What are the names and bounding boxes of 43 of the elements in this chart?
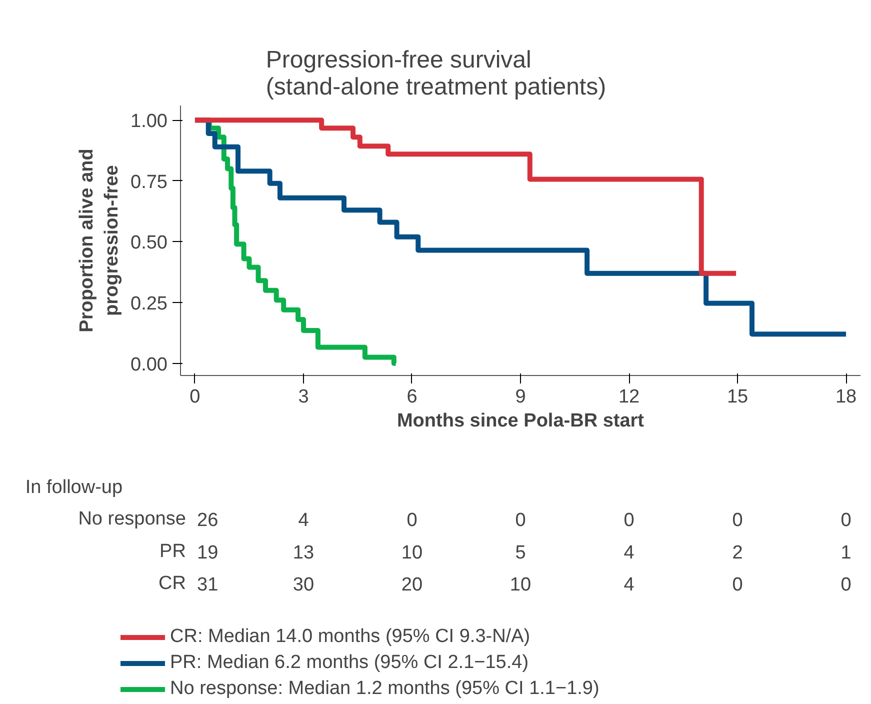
y-axis-title: Proportion alive and progression-free [76, 148, 123, 332]
chart-title: Progression-free survival (stand-alone treatment patients) [266, 46, 606, 100]
text: 20 [401, 574, 423, 596]
text: 0 [515, 510, 526, 532]
x-tick-label: 15 [726, 386, 748, 408]
y-tick-label: 0.50 [130, 232, 168, 254]
text: 1 [840, 542, 852, 564]
x-tick-label: 12 [618, 386, 640, 408]
text: PR [160, 540, 186, 562]
x-tick-label: 6 [406, 386, 418, 408]
text: In follow-up [25, 476, 123, 498]
text: 0 [840, 574, 852, 596]
legend-label: No response: Median 1.2 months (95% CI 1.1−1.9) [170, 678, 600, 700]
text: 5 [515, 542, 526, 564]
text: CR [158, 573, 186, 594]
text: 4 [298, 510, 310, 532]
text: 0 [624, 510, 634, 532]
text: 26 [197, 510, 218, 532]
x-tick-label: 0 [190, 386, 200, 408]
text: No response [78, 508, 186, 530]
text: 0 [406, 510, 418, 532]
text: 0 [732, 574, 743, 596]
text: 4 [624, 542, 635, 564]
text: 0 [840, 510, 852, 532]
text: 0 [732, 510, 743, 532]
x-tick-label: 9 [515, 386, 526, 408]
y-tick-label: 0.25 [130, 294, 168, 315]
legend-label: PR: Median 6.2 months (95% CI 2.1−15.4) [170, 652, 529, 674]
text: 4 [624, 574, 635, 596]
y-tick-label: 0.75 [130, 172, 168, 193]
text: 10 [401, 542, 423, 564]
y-tick-label: 0.00 [130, 354, 168, 376]
legend-label: CR: Median 14.0 months (95% CI 9.3-N/A) [170, 626, 530, 648]
text: 19 [197, 542, 218, 564]
text: 13 [292, 542, 314, 564]
y-tick-label: 1.00 [130, 111, 168, 132]
text: 30 [292, 574, 314, 596]
text: 2 [732, 542, 743, 564]
x-axis-title: Months since Pola-BR start [396, 410, 645, 432]
x-tick-label: 18 [835, 386, 857, 408]
x-tick-label: 3 [298, 386, 309, 408]
text: 10 [510, 574, 532, 596]
text: 31 [197, 574, 218, 596]
